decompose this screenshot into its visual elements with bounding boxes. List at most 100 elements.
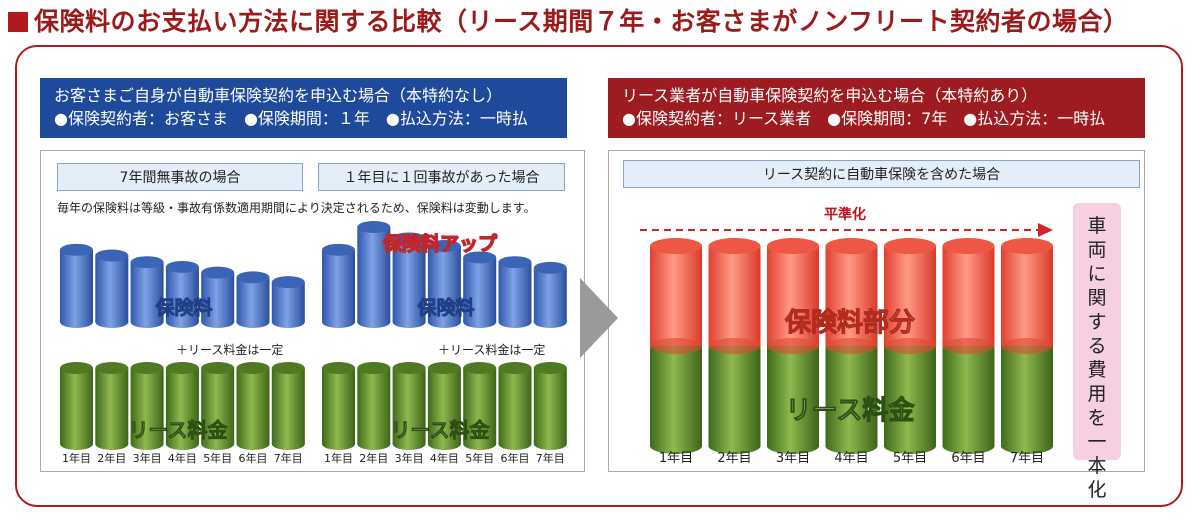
lease-cylinder-base bbox=[271, 438, 305, 450]
insurance-part-cap bbox=[825, 238, 878, 254]
insurance-cylinder bbox=[322, 249, 355, 322]
year-tick-label: 4年目 bbox=[834, 451, 868, 466]
insurance-cylinder bbox=[427, 246, 461, 322]
insurance-part-cap bbox=[767, 238, 819, 254]
insurance-cylinder-base bbox=[392, 316, 426, 328]
lease-part-cylinder bbox=[650, 346, 702, 446]
year-tick-label: 2年目 bbox=[717, 451, 751, 466]
side-note-char: る bbox=[1087, 335, 1107, 357]
lease-part-cylinder bbox=[942, 346, 995, 446]
insurance-cylinder-base bbox=[322, 316, 355, 328]
cylinder-joint bbox=[825, 338, 878, 354]
insurance-cylinder-base bbox=[357, 316, 391, 328]
insurance-cylinder-cap bbox=[165, 260, 199, 273]
lease-part-label: リース料金 bbox=[786, 395, 916, 426]
lease-cylinder-cap bbox=[427, 362, 461, 374]
year-tick-label: 6年目 bbox=[501, 451, 530, 465]
insurance-cylinder bbox=[463, 257, 497, 322]
lease-cylinder-cap bbox=[95, 362, 129, 374]
side-note-char: 費 bbox=[1087, 359, 1107, 381]
insurance-cylinder-base bbox=[201, 316, 235, 328]
lease-cylinder bbox=[498, 368, 532, 444]
lease-part-base bbox=[708, 438, 761, 454]
insurance-cylinder-cap bbox=[95, 249, 129, 262]
lease-cylinder bbox=[165, 368, 199, 444]
lease-cylinder bbox=[201, 368, 235, 444]
insurance-cylinder-cap bbox=[236, 271, 270, 284]
left-header-line1: お客さまご自身が自動車保険契約を申込む場合（本特約なし） bbox=[54, 86, 503, 105]
lease-cylinder bbox=[357, 368, 391, 444]
lease-part-cylinder bbox=[884, 346, 936, 446]
insurance-cylinder-cap bbox=[498, 256, 532, 269]
insurance-cylinder-cap bbox=[427, 240, 461, 252]
insurance-cylinder bbox=[357, 227, 391, 322]
lease-cylinder-base bbox=[165, 438, 199, 450]
lease-cylinder-cap bbox=[236, 362, 270, 374]
year-tick-label: 6年目 bbox=[239, 451, 268, 465]
year-tick-label: 5年目 bbox=[893, 451, 927, 466]
right-header-line1: リース業者が自動車保険契約を申込む場合（本特約あり） bbox=[622, 86, 1038, 105]
insurance-up-label: 保険料アップ bbox=[382, 232, 498, 255]
lease-cylinder-cap bbox=[357, 362, 391, 374]
lease-cylinder-base bbox=[392, 438, 426, 450]
insurance-cylinder bbox=[392, 238, 426, 322]
lease-cylinder-cap bbox=[322, 362, 355, 374]
insurance-cylinder-base bbox=[236, 316, 270, 328]
lease-part-base bbox=[650, 438, 702, 454]
insurance-cylinder-base bbox=[427, 316, 461, 328]
insurance-cylinder-cap bbox=[201, 266, 235, 279]
insurance-part-cylinder bbox=[650, 246, 702, 346]
lease-cylinder bbox=[130, 368, 164, 444]
year-tick-label: 4年目 bbox=[168, 451, 197, 465]
right-header: リース業者が自動車保険契約を申込む場合（本特約あり） ●保険契約者：リース業者 … bbox=[608, 78, 1145, 138]
year-tick-label: 1年目 bbox=[62, 451, 91, 465]
left-header: お客さまご自身が自動車保険契約を申込む場合（本特約なし） ●保険契約者：お客さま… bbox=[40, 78, 567, 138]
lease-part-base bbox=[767, 438, 819, 454]
insurance-part-cap bbox=[708, 238, 761, 254]
plus-lease-note: ＋リース料金は一定 bbox=[176, 342, 283, 357]
lease-label: リース料金 bbox=[129, 418, 229, 442]
insurance-part-cylinder bbox=[942, 246, 995, 346]
lease-cylinder bbox=[322, 368, 355, 444]
insurance-cylinder-base bbox=[130, 316, 164, 328]
lease-cylinder bbox=[271, 368, 305, 444]
title-square-icon bbox=[8, 12, 28, 32]
insurance-cylinder bbox=[165, 266, 199, 322]
insurance-cylinder bbox=[130, 262, 164, 322]
lease-part-cylinder bbox=[825, 346, 878, 446]
included-subheader: リース契約に自動車保険を含めた場合 bbox=[623, 160, 1140, 188]
lease-part-cylinder bbox=[708, 346, 761, 446]
plus-lease-note: ＋リース料金は一定 bbox=[438, 342, 545, 357]
lease-cylinder-base bbox=[533, 438, 567, 450]
insurance-cylinder-cap bbox=[357, 221, 391, 233]
year-tick-label: 7年目 bbox=[274, 451, 303, 465]
side-note-char: す bbox=[1087, 311, 1107, 333]
insurance-part-label: 保険料部分 bbox=[784, 307, 915, 338]
lease-cylinder-base bbox=[498, 438, 532, 450]
lease-cylinder bbox=[60, 368, 93, 444]
cylinder-joint bbox=[884, 338, 936, 354]
year-tick-label: 3年目 bbox=[776, 451, 810, 466]
insurance-cylinder-base bbox=[463, 316, 497, 328]
side-note-char: 用 bbox=[1087, 383, 1107, 405]
side-note-text: 車両に関する費用を一本化 bbox=[1073, 214, 1121, 502]
lease-cylinder bbox=[236, 368, 270, 444]
lease-cylinder-base bbox=[95, 438, 129, 450]
insurance-cylinder-base bbox=[165, 316, 199, 328]
insurance-cylinder bbox=[271, 282, 305, 322]
insurance-cylinder-base bbox=[60, 316, 93, 328]
left-header-line2: ●保険契約者：お客さま ●保険期間：１年 ●払込方法：一時払 bbox=[54, 109, 528, 128]
cylinder-joint bbox=[942, 338, 995, 354]
year-tick-label: 1年目 bbox=[659, 451, 693, 466]
side-note-box bbox=[1073, 203, 1121, 460]
lease-cylinder-base bbox=[201, 438, 235, 450]
lease-cylinder-base bbox=[427, 438, 461, 450]
insurance-part-cap bbox=[1001, 238, 1053, 254]
no-accident-subheader: 7年間無事故の場合 bbox=[57, 163, 303, 191]
lease-part-base bbox=[825, 438, 878, 454]
cylinder-joint bbox=[650, 338, 702, 354]
lease-label: リース料金 bbox=[391, 418, 491, 442]
lease-cylinder-base bbox=[236, 438, 270, 450]
page-title: 保険料のお支払い方法に関する比較（リース期間７年・お客さまがノンフリート契約者の… bbox=[8, 2, 1129, 38]
transition-arrow-icon bbox=[580, 278, 618, 358]
